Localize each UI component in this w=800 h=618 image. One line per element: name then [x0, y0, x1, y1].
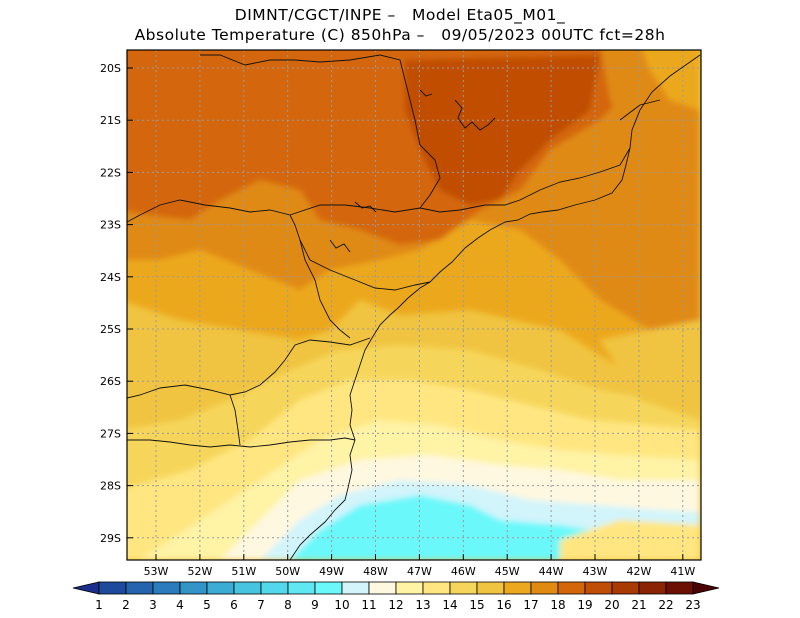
colorbar-label: 10 [334, 598, 349, 612]
reservoir-4 [419, 89, 433, 97]
colorbar-label: 15 [469, 598, 484, 612]
latitude-labels: 20S 21S 22S 23S 24S 25S 26S 27S 28S 29S [100, 62, 133, 545]
colorbar-swatch [476, 581, 505, 595]
colorbar-label: 9 [311, 598, 319, 612]
band-20 [405, 55, 600, 205]
colorbar-label: 18 [550, 598, 565, 612]
map-frame [126, 49, 702, 561]
lon-label: 49W [319, 565, 344, 578]
colorbar-swatch [314, 581, 343, 595]
lon-label: 46W [451, 565, 476, 578]
lat-label: 21S [100, 114, 121, 127]
reservoir-1 [454, 99, 496, 131]
border-mg-rj [519, 147, 631, 201]
colorbar-swatch [206, 581, 235, 595]
colorbar-swatch [638, 581, 667, 595]
lon-label: 44W [539, 565, 564, 578]
temperature-field [127, 50, 701, 560]
border-sp-pr [289, 214, 431, 291]
coastlines-and-borders [127, 54, 701, 560]
colorbar-label: 16 [496, 598, 511, 612]
colorbar: 1 2 3 4 5 6 7 8 9 10 11 12 13 14 15 16 17 18 19 20 21 22 23 [72, 581, 720, 612]
colorbar-low-arrow [72, 581, 100, 595]
lon-label: 53W [144, 565, 169, 578]
lat-label: 25S [100, 323, 121, 336]
colorbar-swatch [584, 581, 613, 595]
lat-label: 23S [100, 219, 121, 232]
band-18-east [600, 50, 700, 300]
lon-label: 52W [187, 565, 212, 578]
chart-title-line-1: DIMNT/CGCT/INPE – Model Eta05_M01_ [234, 6, 566, 24]
border-pr-sc [127, 337, 371, 399]
colorbar-swatch [503, 581, 532, 595]
lon-label: 45W [495, 565, 520, 578]
border-argentina [229, 394, 241, 446]
colorbar-swatch [179, 581, 208, 595]
colorbar-swatch [260, 581, 289, 595]
border-pr-west [299, 239, 351, 339]
border-es [619, 99, 661, 121]
lat-label: 24S [100, 271, 121, 284]
colorbar-swatch [152, 581, 181, 595]
colorbar-label: 12 [388, 598, 403, 612]
reservoir-2 [329, 239, 351, 253]
reservoir-3 [354, 201, 377, 213]
border-sp-mg [127, 199, 291, 223]
lon-label: 50W [275, 565, 300, 578]
colorbar-swatch [368, 581, 397, 595]
colorbar-label: 14 [442, 598, 457, 612]
longitude-labels: 53W 52W 51W 50W 49W 48W 47W 46W 45W 44W 43W 42W 41W [144, 554, 695, 578]
colorbar-swatch [98, 581, 127, 595]
lat-label: 28S [100, 480, 121, 493]
colorbar-swatch [395, 581, 424, 595]
colorbar-label: 21 [631, 598, 646, 612]
lat-label: 27S [100, 427, 121, 440]
lat-label: 29S [100, 532, 121, 545]
colorbar-label: 11 [361, 598, 376, 612]
border-parana-paranapanema [200, 54, 441, 209]
chart-title-line-2: Absolute Temperature (C) 850hPa – 09/05/… [134, 26, 666, 44]
colorbar-label: 20 [604, 598, 619, 612]
colorbar-label: 5 [203, 598, 211, 612]
colorbar-swatch [287, 581, 316, 595]
colorbar-swatch [125, 581, 154, 595]
colorbar-label: 3 [149, 598, 157, 612]
colorbar-swatch [611, 581, 640, 595]
lon-label: 43W [583, 565, 608, 578]
colorbar-label: 4 [176, 598, 184, 612]
colorbar-label: 13 [415, 598, 430, 612]
lon-label: 47W [407, 565, 432, 578]
colorbar-label: 8 [284, 598, 292, 612]
lat-label: 22S [100, 166, 121, 179]
lat-label: 20S [100, 62, 121, 75]
colorbar-swatch [449, 581, 478, 595]
colorbar-label: 22 [658, 598, 673, 612]
lon-label: 42W [626, 565, 651, 578]
colorbar-label: 6 [230, 598, 238, 612]
colorbar-swatch [341, 581, 370, 595]
colorbar-label: 2 [122, 598, 130, 612]
colorbar-swatch [422, 581, 451, 595]
colorbar-swatch [233, 581, 262, 595]
colorbar-label: 7 [257, 598, 265, 612]
band-16-east [600, 320, 700, 420]
lat-lon-grid [127, 50, 701, 560]
colorbar-swatch [557, 581, 586, 595]
border-sc-rs [127, 437, 356, 448]
lon-label: 48W [363, 565, 388, 578]
lon-label: 41W [670, 565, 695, 578]
colorbar-label: 1 [95, 598, 103, 612]
lat-label: 26S [100, 375, 121, 388]
colorbar-swatch [530, 581, 559, 595]
lon-label: 51W [231, 565, 256, 578]
colorbar-label: 19 [577, 598, 592, 612]
colorbar-swatch [665, 581, 694, 595]
colorbar-label: 17 [523, 598, 538, 612]
colorbar-label: 23 [685, 598, 700, 612]
colorbar-high-arrow [692, 581, 720, 595]
